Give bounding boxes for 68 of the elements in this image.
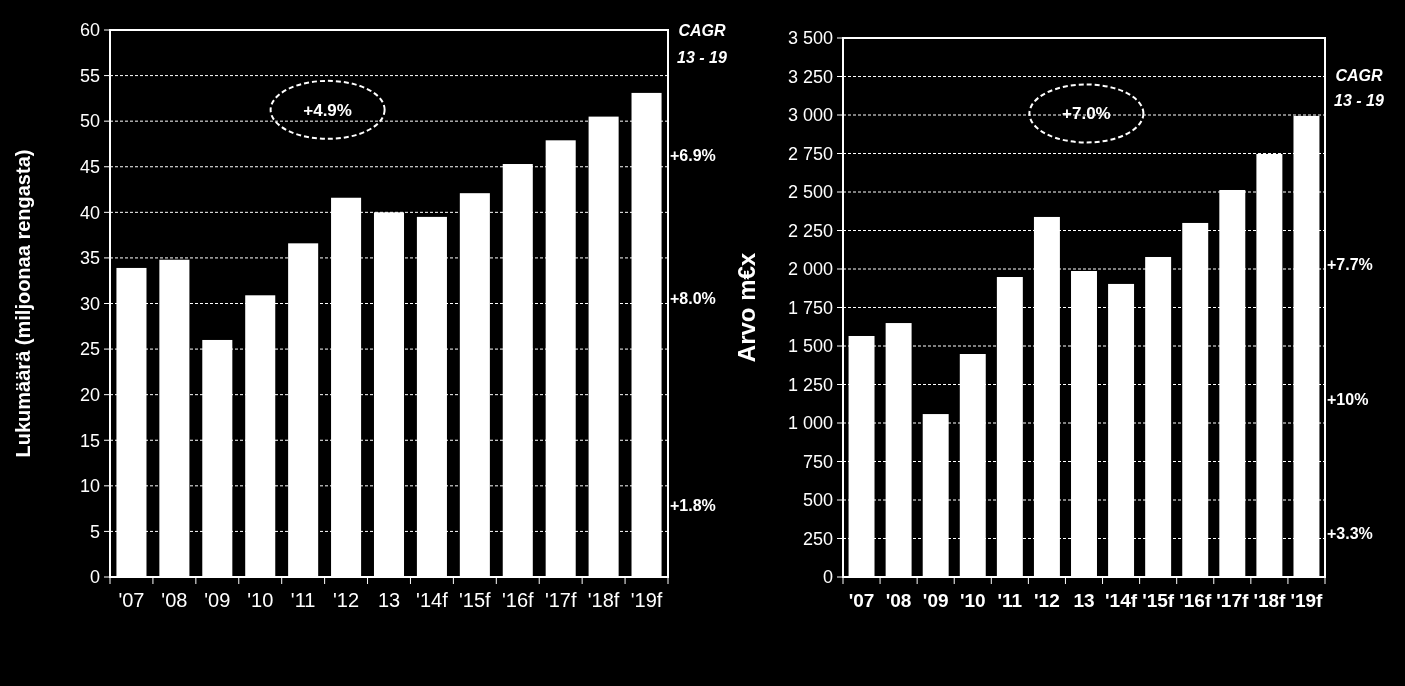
y-tick-label: 20 bbox=[79, 384, 100, 405]
y-tick-label: 1 500 bbox=[787, 336, 833, 357]
x-tick-label: '08 bbox=[161, 589, 188, 611]
x-tick-label: '19f bbox=[630, 589, 663, 611]
x-tick-label: '09 bbox=[204, 589, 231, 611]
y-axis-title: Lukumäärä (miljoonaa rengasta) bbox=[12, 149, 34, 458]
y-tick-label: 30 bbox=[79, 293, 100, 314]
y-tick-label: 40 bbox=[79, 202, 100, 223]
x-tick-label: '12 bbox=[1034, 590, 1060, 611]
y-tick-label: 1 250 bbox=[787, 374, 833, 395]
text: 13 - 19 bbox=[1334, 91, 1385, 109]
text: 13 - 19 bbox=[677, 48, 728, 66]
x-tick-label: 13 bbox=[377, 589, 401, 611]
y-tick-label: 2 250 bbox=[787, 220, 833, 241]
x-tick-label: '15f bbox=[459, 589, 492, 611]
y-tick-label: 55 bbox=[79, 65, 100, 86]
x-tick-label: '12 bbox=[333, 589, 360, 611]
y-tick-label: 2 750 bbox=[787, 143, 833, 164]
x-tick-label: '10 bbox=[247, 589, 274, 611]
y-tick-label: 0 bbox=[822, 567, 833, 588]
y-tick-label: 5 bbox=[89, 521, 100, 542]
x-tick-label: '07 bbox=[118, 589, 145, 611]
x-tick-label: '18f bbox=[1253, 590, 1287, 611]
y-tick-label: 3 500 bbox=[787, 28, 833, 49]
annotation: +4.9% bbox=[303, 100, 352, 120]
text: +8.0% bbox=[670, 289, 716, 307]
y-tick-label: 500 bbox=[802, 490, 833, 511]
y-tick-label: 10 bbox=[79, 476, 100, 497]
x-tick-label: '07 bbox=[848, 590, 875, 611]
y-tick-label: 15 bbox=[79, 430, 100, 451]
y-axis-title: Arvo m€x bbox=[733, 252, 760, 363]
text: +6.9% bbox=[670, 147, 716, 165]
x-tick-label: '16f bbox=[501, 589, 535, 611]
x-tick-label: '17f bbox=[544, 589, 577, 611]
y-tick-label: 0 bbox=[89, 567, 100, 588]
text: +10% bbox=[1327, 390, 1369, 408]
x-tick-label: '10 bbox=[959, 590, 986, 611]
x-tick-label: '17f bbox=[1216, 590, 1249, 611]
x-tick-label: '08 bbox=[885, 590, 912, 611]
y-tick-label: 250 bbox=[802, 528, 833, 549]
x-tick-label: '14f bbox=[416, 589, 449, 611]
y-tick-label: 1 000 bbox=[787, 413, 833, 434]
y-tick-label: 750 bbox=[802, 451, 833, 472]
x-tick-label: '18f bbox=[587, 589, 620, 611]
y-tick-label: 35 bbox=[79, 248, 100, 269]
y-tick-label: 45 bbox=[79, 157, 100, 178]
x-tick-label: '11 bbox=[997, 590, 1023, 611]
text: +3.3% bbox=[1327, 525, 1373, 543]
text: +1.8% bbox=[670, 497, 716, 515]
text: +7.7% bbox=[1327, 255, 1373, 273]
x-tick-label: '14f bbox=[1105, 590, 1138, 611]
y-tick-label: 50 bbox=[79, 111, 100, 132]
y-tick-label: 1 750 bbox=[787, 297, 833, 318]
y-tick-label: 60 bbox=[79, 20, 100, 41]
y-tick-label: 3 000 bbox=[787, 105, 833, 126]
text: CAGR bbox=[1335, 67, 1383, 85]
annotation: +7.0% bbox=[1062, 104, 1111, 124]
text: CAGR bbox=[678, 21, 726, 39]
x-tick-label: '19f bbox=[1290, 590, 1324, 611]
x-tick-label: '15f bbox=[1142, 590, 1175, 611]
x-tick-label: '16f bbox=[1179, 590, 1212, 611]
y-tick-label: 25 bbox=[79, 339, 100, 360]
x-tick-label: 13 bbox=[1073, 590, 1095, 611]
y-tick-label: 2 500 bbox=[787, 182, 833, 203]
y-tick-label: 2 000 bbox=[787, 259, 833, 280]
y-tick-label: 3 250 bbox=[787, 66, 833, 87]
x-tick-label: '09 bbox=[922, 590, 949, 611]
x-tick-label: '11 bbox=[290, 589, 316, 611]
